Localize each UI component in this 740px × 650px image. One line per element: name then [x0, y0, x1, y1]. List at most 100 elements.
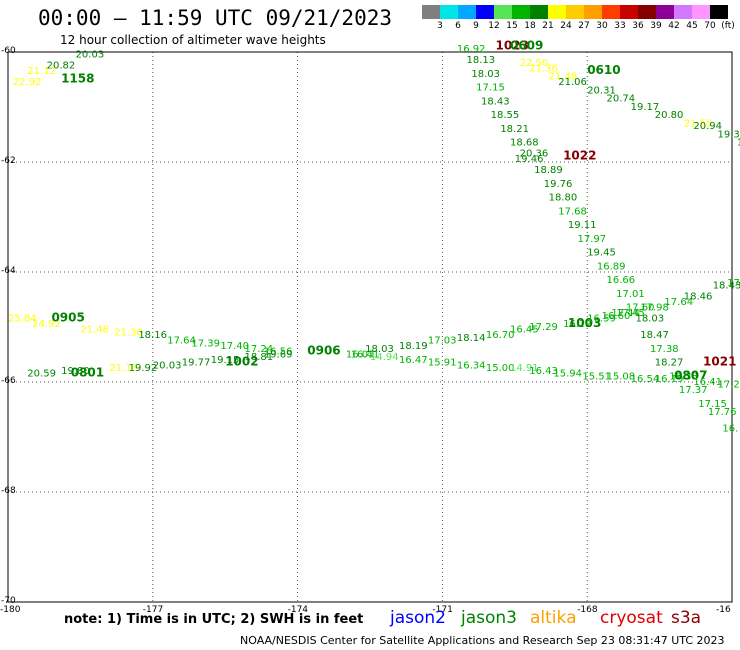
time-stamp-label: 1021	[703, 355, 736, 369]
plot-frame	[7, 51, 733, 603]
time-stamp-label: 1022	[563, 148, 596, 162]
wave-height-label: 18.19	[399, 341, 428, 352]
legend-jason3: jason3	[461, 608, 517, 628]
legend-jason2: jason2	[390, 608, 446, 628]
wave-height-label: 16.89	[597, 261, 626, 272]
footer-note: note: 1) Time is in UTC; 2) SWH is in fe…	[64, 612, 364, 627]
color-scale-label: 33	[614, 21, 626, 31]
wave-height-label: 16.45	[510, 325, 539, 336]
chart-subtitle: 12 hour collection of altimeter wave hei…	[60, 33, 326, 47]
color-scale-label: 18	[524, 21, 536, 31]
color-scale-label: 15	[506, 21, 518, 31]
wave-height-label: 17.45	[616, 308, 645, 319]
color-scale-swatch	[692, 5, 710, 19]
color-scale-swatch	[602, 5, 620, 19]
legend-altika: altika	[530, 608, 577, 628]
footer-credit: NOAA/NESDIS Center for Satellite Applica…	[240, 634, 725, 647]
color-scale-label: 36	[632, 21, 644, 31]
wave-height-label: 17.39	[191, 338, 220, 349]
lat-lon-grid	[8, 52, 732, 602]
wave-height-label: 18.81	[245, 352, 274, 363]
wave-height-label: 21.36	[529, 63, 558, 74]
color-scale-swatch	[548, 5, 566, 19]
wave-height-label: 17.29	[529, 322, 558, 333]
wave-height-label: 18.27	[655, 358, 684, 369]
color-scale-label: 27	[578, 21, 590, 31]
color-scale-label: 12	[488, 21, 500, 31]
wave-height-label: 18.14	[457, 333, 486, 344]
wave-height-label: 17.6	[727, 278, 740, 289]
wave-height-label: 17.38	[650, 344, 679, 355]
wave-height-label: 20.36	[520, 149, 549, 160]
time-stamp-label: 1158	[61, 71, 94, 85]
color-scale-swatch	[512, 5, 530, 19]
wave-height-label: 16.34	[457, 360, 486, 371]
time-stamp-label: 0801	[71, 366, 104, 380]
wave-height-label: 15.91	[428, 358, 457, 369]
wave-height-label: 15.94	[553, 369, 582, 380]
wave-height-label: 14.94	[370, 352, 399, 363]
wave-height-label: 15.51	[582, 371, 611, 382]
wave-height-label: 17.15	[476, 83, 505, 94]
wave-height-label: 17.64	[664, 297, 693, 308]
wave-height-label: 17.97	[578, 234, 607, 245]
wave-height-label: 17.44	[611, 308, 640, 319]
wave-height-label: 16.66	[607, 275, 636, 286]
wave-height-label: 25.84	[8, 314, 37, 325]
wave-height-label: 17.76	[708, 407, 737, 418]
color-scale-swatch	[440, 5, 458, 19]
lat-tick-label: -60	[1, 46, 16, 56]
time-stamp-label: 0609	[510, 38, 543, 52]
wave-height-label: 17.40	[220, 341, 249, 352]
wave-height-label: 20.74	[607, 94, 636, 105]
wave-height-label: 18.16	[138, 330, 167, 341]
wave-height-label: 18.80	[549, 193, 578, 204]
wave-height-label: 18.03	[471, 69, 500, 80]
color-scale-swatch	[710, 5, 728, 19]
lon-tick-label: -171	[432, 605, 453, 615]
wave-height-label: 16.22	[563, 319, 592, 330]
wave-height-label: 16.59	[587, 314, 616, 325]
color-scale-label: 42	[668, 21, 680, 31]
time-stamp-label: 0906	[307, 344, 340, 358]
lon-tick-label: -177	[142, 605, 164, 615]
color-scale-swatch	[422, 5, 440, 19]
time-stamp-label: 0807	[674, 368, 707, 382]
wave-height-label: 16.	[722, 424, 738, 435]
wave-height-label: 19.92	[129, 363, 158, 374]
wave-height-label: 20.59	[27, 369, 56, 380]
wave-height-label: 19.85	[737, 138, 740, 149]
time-stamp-label: 1002	[225, 355, 258, 369]
wave-height-label: 21.30	[114, 327, 143, 338]
wave-height-label: 16.03	[346, 349, 375, 360]
wave-height-label: 19.45	[587, 248, 616, 259]
wave-height-label: 16.41	[693, 377, 722, 388]
wave-height-label: 15.00	[486, 363, 515, 374]
lon-tick-label: -16	[716, 605, 731, 615]
wave-height-label: 18.89	[534, 165, 563, 176]
wave-height-label: 20.31	[587, 85, 616, 96]
color-scale-label: 30	[596, 21, 608, 31]
time-stamp-label: 1003	[568, 316, 601, 330]
color-scale-label: 45	[686, 21, 698, 31]
color-scale-swatch	[638, 5, 656, 19]
wave-height-label: 21.12	[27, 66, 56, 77]
time-stamp-label: 0905	[51, 311, 84, 325]
wave-height-label: 19.80	[61, 366, 90, 377]
wave-height-label: 17.68	[558, 206, 587, 217]
wave-height-label: 18.43	[481, 96, 510, 107]
legend-s3a: s3a	[671, 608, 702, 628]
wave-height-label: 21.13	[109, 363, 138, 374]
wave-height-label: 19.76	[544, 179, 573, 190]
color-scale-swatch	[674, 5, 692, 19]
wave-height-label: 16.38	[669, 371, 698, 382]
wave-height-label: 18.55	[491, 110, 520, 121]
time-stamp-label: 0610	[587, 63, 620, 77]
wave-height-label: 24.92	[32, 319, 61, 330]
wave-height-label: 21.48	[549, 72, 578, 83]
